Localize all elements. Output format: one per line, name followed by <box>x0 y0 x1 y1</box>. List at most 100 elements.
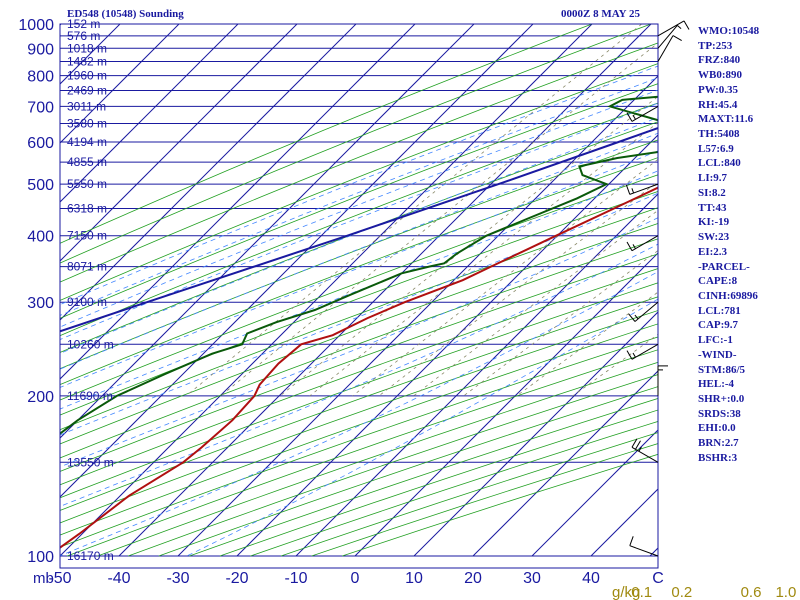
dry-adiabat <box>60 336 658 548</box>
pressure-label: 1000 <box>18 17 54 34</box>
wind-barb-shaft <box>629 545 659 557</box>
dry-adiabat <box>158 386 658 557</box>
moist-adiabat <box>60 117 658 354</box>
isotherm-line <box>60 24 475 439</box>
index-item: LCL:840 <box>698 157 741 170</box>
wind-barb-flag <box>626 241 633 251</box>
dry-adiabat <box>280 432 658 557</box>
wind-barb-flag <box>632 114 636 120</box>
dry-adiabat <box>60 323 658 536</box>
index-item: SW:23 <box>698 231 730 244</box>
wind-barb-shaft <box>629 183 659 195</box>
temperature-tick-label: 0 <box>351 570 360 587</box>
height-label: 576 m <box>67 29 100 43</box>
wind-barb <box>626 343 659 360</box>
height-label: 7150 m <box>67 229 107 243</box>
dry-adiabat <box>60 24 652 264</box>
isotherm-line <box>0 24 2 556</box>
dry-adiabat <box>60 83 658 319</box>
index-item: LCL:781 <box>698 304 741 317</box>
index-item: BSHR:3 <box>698 451 738 464</box>
index-item: SHR+:0.0 <box>698 392 745 405</box>
wind-barb-flag <box>638 446 642 452</box>
wind-barb-shaft <box>631 446 659 463</box>
wind-barb-flag <box>626 112 633 122</box>
dry-adiabat <box>60 310 658 524</box>
isotherm-line <box>177 75 658 557</box>
isotherm-line <box>60 24 298 262</box>
isotherm-line <box>236 134 658 557</box>
sounding-time: 0000Z 8 MAY 25 <box>561 8 640 20</box>
height-label: 10260 m <box>67 337 114 351</box>
pressure-label: 400 <box>27 229 54 246</box>
wind-barb-flag <box>672 35 682 42</box>
temperature-tick-label: -10 <box>284 570 307 587</box>
dry-adiabat <box>311 443 658 557</box>
height-label: 3011 m <box>67 99 106 113</box>
wind-barb-flag <box>683 20 690 30</box>
plot-frame <box>59 23 659 569</box>
mixing-ratio-line <box>378 181 658 397</box>
wind-barb-flag <box>676 25 682 29</box>
dry-adiabat <box>60 42 658 283</box>
wind-barb-flag <box>628 313 636 322</box>
pressure-unit-label: mb <box>33 570 54 587</box>
index-item: PW:0.35 <box>698 83 739 96</box>
moist-adiabat <box>60 192 658 436</box>
index-item: CAPE:8 <box>698 275 738 288</box>
moist-adiabat <box>60 89 658 328</box>
index-item: CAP:9.7 <box>698 319 739 332</box>
pressure-label: 300 <box>27 295 54 312</box>
moist-adiabat <box>60 77 658 316</box>
dry-adiabat <box>60 63 658 301</box>
index-item: -PARCEL- <box>698 260 750 273</box>
height-label: 1482 m <box>67 55 107 69</box>
station-title: ED548 (10548) Sounding <box>67 8 184 20</box>
mixing-ratio-unit: g/kg <box>612 584 640 600</box>
pressure-label: 600 <box>27 135 54 152</box>
wind-barb-flag <box>625 184 631 195</box>
wind-barb-shaft <box>631 105 659 122</box>
wind-barb <box>628 301 659 322</box>
isotherm-line <box>472 370 658 557</box>
dry-adiabat <box>60 191 658 416</box>
index-item: BRN:2.7 <box>698 437 739 450</box>
dry-adiabat <box>250 420 658 557</box>
index-item: MAXT:11.6 <box>698 113 754 126</box>
dry-adiabat <box>60 121 658 353</box>
height-label: 5550 m <box>67 177 107 191</box>
dry-adiabat <box>60 296 658 511</box>
wind-barb-flag <box>631 438 638 448</box>
mixing-ratio-line <box>220 42 658 397</box>
wind-barb-shaft <box>631 235 659 252</box>
dry-adiabat <box>342 453 658 557</box>
dry-adiabat <box>60 157 658 386</box>
temperature-unit-label: C <box>652 570 664 587</box>
temperature-tick-label: 40 <box>582 570 600 587</box>
wind-barb <box>657 20 690 37</box>
index-item: LI:9.7 <box>698 172 728 185</box>
dry-adiabat <box>60 282 658 499</box>
dry-adiabat <box>60 174 658 401</box>
isotherm-line <box>354 252 658 557</box>
mixing-ratio-line <box>279 96 658 397</box>
index-item: TP:253 <box>698 39 733 52</box>
temperature-tick-label: 30 <box>523 570 541 587</box>
wind-barb <box>629 536 659 557</box>
wind-barb <box>657 25 682 49</box>
wind-barb-shaft <box>657 20 685 37</box>
dry-adiabat <box>189 398 658 557</box>
height-label: 1960 m <box>67 69 107 83</box>
wind-barb-flag <box>634 314 639 320</box>
height-label: 2469 m <box>67 84 107 98</box>
temperature-tick-label: 20 <box>464 570 482 587</box>
wind-barb <box>626 235 659 252</box>
height-label: 11690 m <box>67 389 113 403</box>
isotherm-line <box>60 24 239 203</box>
moist-adiabat <box>60 243 658 507</box>
height-label: 3580 m <box>67 117 107 131</box>
temperature-tick-label: 10 <box>405 570 423 587</box>
moist-adiabat <box>60 271 658 557</box>
wind-barb <box>657 365 668 396</box>
temperature-tick-label: -40 <box>107 570 130 587</box>
